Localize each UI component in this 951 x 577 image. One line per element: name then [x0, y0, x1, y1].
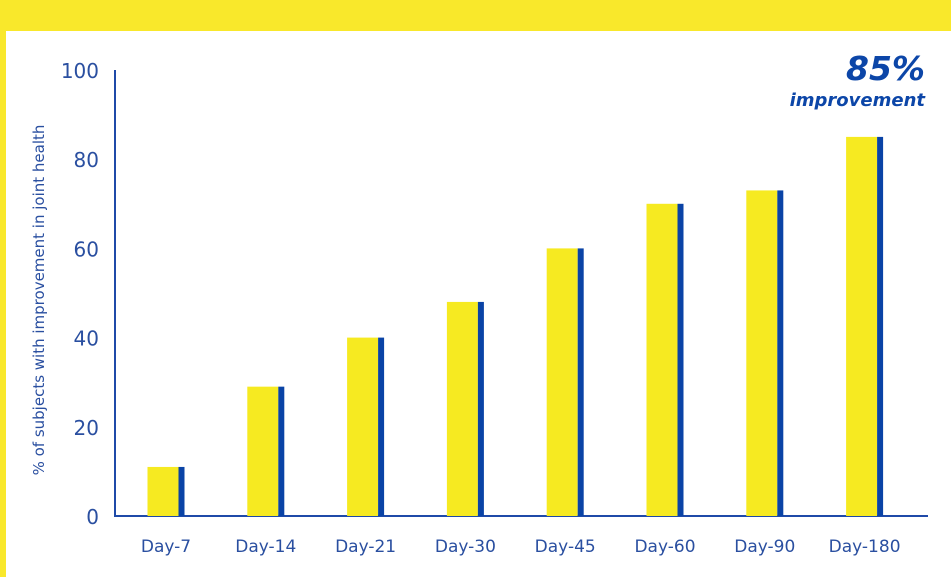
bar	[646, 203, 684, 517]
bar-face	[646, 203, 678, 517]
axes	[114, 70, 928, 517]
x-tick-label: Day-45	[535, 537, 596, 557]
y-tick-label: 0	[86, 505, 99, 529]
bar-shadow	[178, 466, 185, 516]
bar-face	[347, 337, 379, 516]
bar-shadow	[777, 190, 784, 517]
x-tick-label: Day-180	[829, 537, 901, 557]
improvement-callout: 85% improvement	[790, 50, 925, 114]
x-tick-label: Day-90	[734, 537, 795, 557]
bar-face	[247, 386, 279, 516]
bar-face	[147, 466, 179, 516]
y-axis-title: % of subjects with improvement in joint …	[30, 125, 48, 476]
bar	[247, 386, 285, 516]
bar-face	[546, 248, 578, 516]
x-tick-label: Day-60	[634, 537, 695, 557]
bar-shadow	[278, 386, 285, 516]
callout-text: improvement	[789, 90, 925, 111]
bar-face	[446, 301, 478, 516]
top-accent-band	[0, 0, 951, 31]
bar	[546, 248, 584, 516]
bar-shadow	[677, 203, 684, 517]
bar	[446, 301, 484, 516]
bar-face	[846, 136, 878, 516]
y-tick-label: 20	[74, 416, 99, 440]
y-tick-label: 40	[74, 327, 99, 351]
bar-face	[746, 190, 778, 517]
bar-shadow	[877, 136, 884, 516]
bar	[746, 190, 784, 517]
y-tick-label: 60	[74, 237, 99, 261]
bars	[147, 136, 884, 517]
callout-value: 85%	[846, 49, 925, 88]
bar-shadow	[378, 337, 385, 516]
x-tick-label: Day-7	[141, 537, 191, 557]
x-tick-label: Day-30	[435, 537, 496, 557]
bar	[846, 136, 884, 516]
left-accent-band	[0, 0, 6, 577]
bar	[147, 466, 185, 516]
y-tick-label: 80	[74, 148, 99, 172]
bar-shadow	[577, 248, 584, 516]
x-tick-label: Day-21	[335, 537, 396, 557]
bar-shadow	[477, 301, 484, 516]
x-tick-labels: Day-7 Day-14 Day-21 Day-30 Day-45 Day-60 Day-9…	[141, 537, 901, 557]
bar	[347, 337, 385, 516]
y-tick-labels: 0 20 40 60 80 100	[61, 59, 99, 529]
x-tick-label: Day-14	[235, 537, 296, 557]
y-tick-label: 100	[61, 59, 99, 83]
